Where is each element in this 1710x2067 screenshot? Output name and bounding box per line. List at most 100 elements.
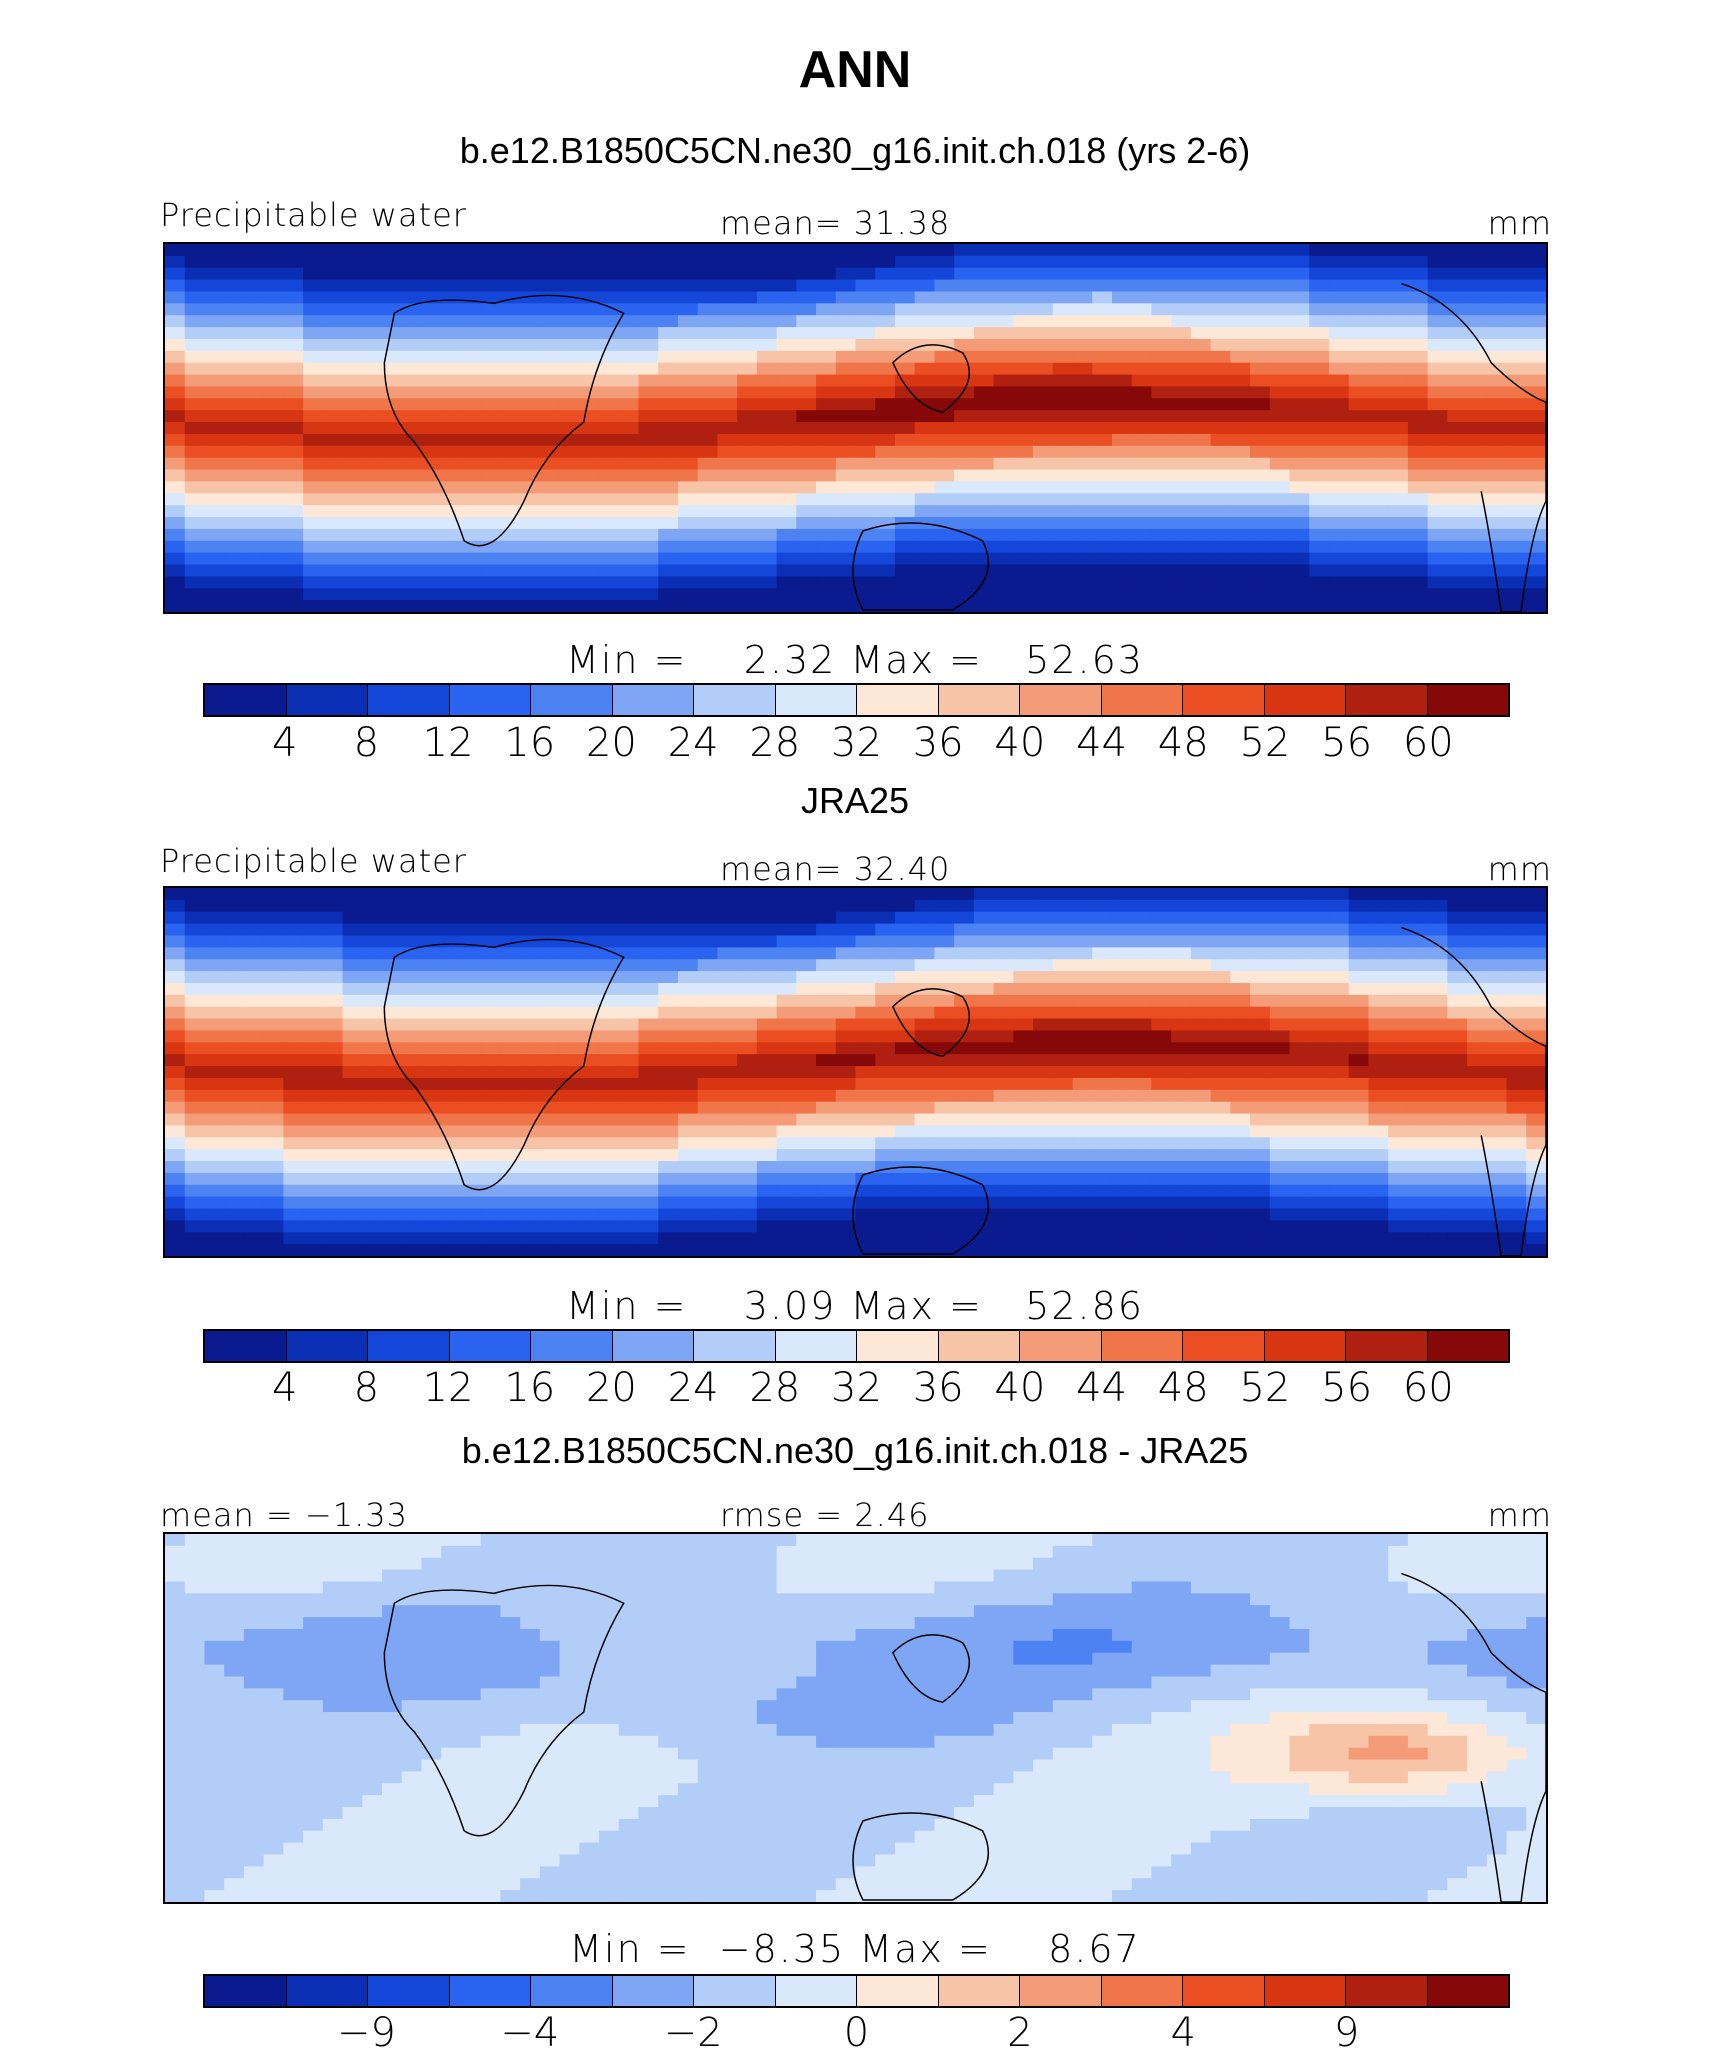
map-cell bbox=[1151, 1018, 1172, 1032]
map-cell bbox=[1328, 1232, 1350, 1245]
map-cell bbox=[500, 1101, 521, 1115]
map-cell bbox=[658, 1101, 679, 1115]
map-cell bbox=[520, 540, 541, 554]
map-cell bbox=[1348, 505, 1370, 518]
map-cell bbox=[224, 982, 245, 996]
map-cell bbox=[1348, 1593, 1370, 1606]
map-cell bbox=[579, 1196, 600, 1210]
map-cell bbox=[559, 327, 580, 340]
map-cell bbox=[283, 911, 304, 925]
map-cell bbox=[1072, 899, 1093, 913]
map-cell bbox=[539, 1232, 561, 1245]
map-cell bbox=[914, 1545, 936, 1559]
map-cell bbox=[1131, 923, 1153, 937]
map-cell bbox=[342, 481, 363, 494]
map-cell bbox=[382, 1089, 403, 1103]
map-cell bbox=[894, 386, 916, 399]
map-cell bbox=[816, 528, 837, 542]
map-cell bbox=[559, 374, 580, 388]
map-cell bbox=[737, 1125, 758, 1138]
map-cell bbox=[283, 1581, 304, 1594]
map-cell bbox=[717, 1006, 738, 1020]
map-cell bbox=[717, 1077, 738, 1091]
map-cell bbox=[1526, 1244, 1546, 1256]
map-cell bbox=[1467, 1605, 1488, 1618]
map-cell bbox=[677, 1089, 699, 1103]
map-cell bbox=[1467, 279, 1488, 293]
map-cell bbox=[1131, 303, 1153, 316]
map-cell bbox=[1210, 947, 1231, 960]
map-cell bbox=[480, 433, 501, 447]
map-cell bbox=[184, 255, 206, 269]
map-cell bbox=[1467, 1042, 1488, 1055]
map-cell bbox=[1072, 291, 1093, 304]
map-cell bbox=[1111, 338, 1133, 352]
map-cell bbox=[1230, 899, 1251, 913]
map-cell bbox=[914, 469, 936, 483]
map-cell bbox=[756, 267, 778, 281]
map-cell bbox=[717, 1113, 738, 1127]
map-cell bbox=[796, 1125, 817, 1138]
map-cell bbox=[1407, 888, 1429, 901]
map-cell bbox=[697, 445, 718, 459]
map-cell bbox=[165, 327, 186, 340]
map-cell bbox=[1309, 279, 1330, 293]
map-cell bbox=[1111, 1545, 1133, 1559]
map-cell bbox=[1447, 1184, 1468, 1198]
map-cell bbox=[1190, 315, 1212, 328]
map-cell bbox=[1447, 338, 1468, 352]
map-cell bbox=[322, 1042, 344, 1055]
map-cell bbox=[934, 1066, 955, 1079]
map-cell bbox=[1486, 959, 1508, 972]
map-cell bbox=[796, 911, 817, 925]
map-cell bbox=[559, 433, 580, 447]
map-cell bbox=[184, 517, 206, 530]
map-cell bbox=[1348, 1137, 1370, 1150]
map-cell bbox=[460, 1042, 482, 1055]
map-cell bbox=[737, 350, 758, 364]
map-cell bbox=[283, 244, 304, 257]
map-cell bbox=[894, 422, 916, 435]
map-cell bbox=[677, 255, 699, 269]
map-cell bbox=[756, 1569, 778, 1583]
map-cell bbox=[618, 398, 640, 411]
map-cell bbox=[954, 350, 975, 364]
map-cell bbox=[500, 923, 521, 937]
map-cell bbox=[1407, 1605, 1429, 1618]
colorbar-segment bbox=[1346, 1331, 1428, 1361]
map-cell bbox=[1269, 528, 1291, 542]
map-cell bbox=[756, 1101, 778, 1115]
map-cell bbox=[1506, 505, 1527, 518]
colorbar-segment bbox=[938, 1331, 1020, 1361]
map-cell bbox=[539, 279, 561, 293]
map-cell bbox=[855, 267, 876, 281]
map-cell bbox=[441, 422, 462, 435]
map-cell bbox=[677, 505, 699, 518]
map-cell bbox=[362, 1006, 383, 1020]
map-cell bbox=[1427, 1101, 1448, 1115]
map-cell bbox=[816, 959, 837, 972]
map-cell bbox=[421, 1208, 442, 1221]
map-cell bbox=[401, 338, 423, 352]
map-cell bbox=[954, 1030, 975, 1043]
map-cell bbox=[835, 1196, 857, 1210]
map-cell bbox=[263, 1149, 284, 1162]
map-cell bbox=[520, 935, 541, 948]
map-cell bbox=[1388, 481, 1409, 494]
map-cell bbox=[993, 1184, 1014, 1198]
map-cell bbox=[973, 481, 995, 494]
map-cell bbox=[303, 1605, 324, 1618]
map-cell bbox=[717, 1569, 738, 1583]
map-cell bbox=[1072, 1569, 1093, 1583]
map-cell bbox=[677, 1557, 699, 1571]
map-cell bbox=[500, 1042, 521, 1055]
map-cell bbox=[1111, 362, 1133, 376]
map-cell bbox=[342, 1006, 363, 1020]
map-cell bbox=[816, 1581, 837, 1594]
map-cell bbox=[658, 267, 679, 281]
map-cell bbox=[618, 327, 640, 340]
map-cell bbox=[184, 469, 206, 483]
map-cell bbox=[894, 1184, 916, 1198]
map-cell bbox=[776, 1557, 797, 1571]
map-cell bbox=[1151, 517, 1172, 530]
